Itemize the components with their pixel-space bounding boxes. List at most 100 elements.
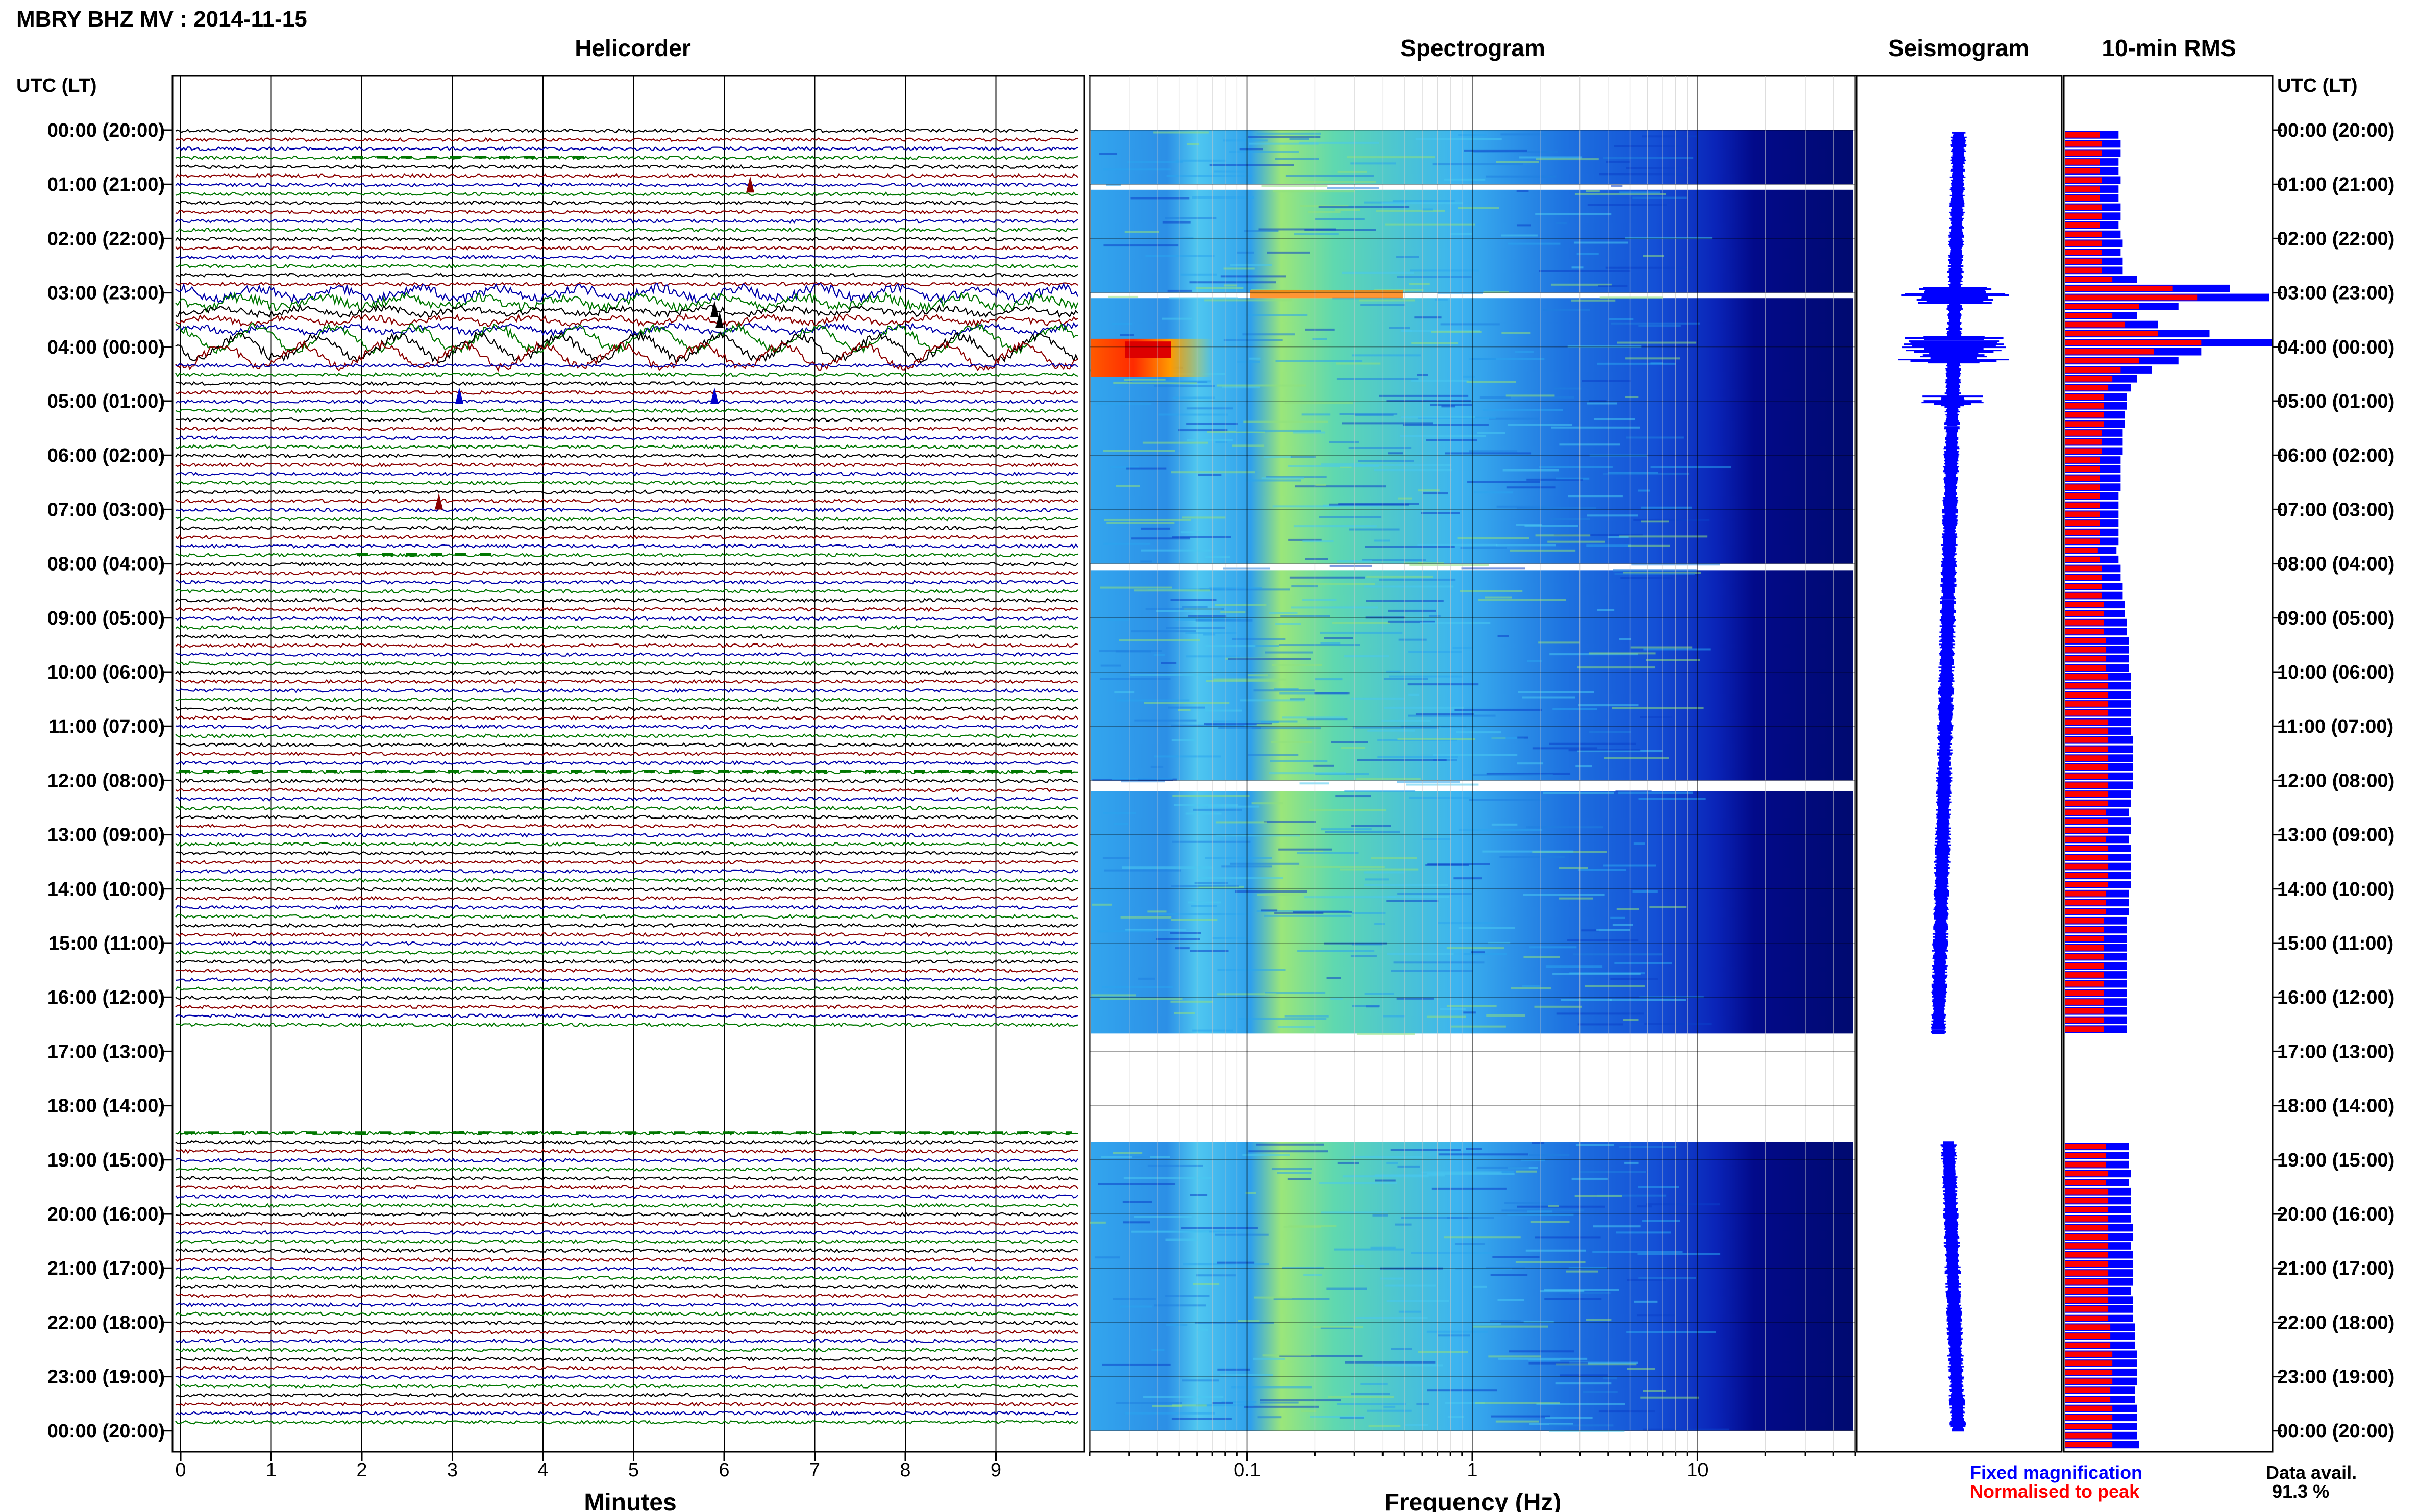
- spectrogram-texture: [1486, 1267, 1526, 1269]
- rms-bar-normalised: [2065, 394, 2104, 400]
- spectrogram-texture: [1422, 208, 1433, 211]
- helicorder-trace: [175, 959, 1078, 964]
- spectrogram-texture: [1206, 680, 1278, 682]
- spectrogram-texture: [1626, 436, 1684, 439]
- spectrogram-texture: [1488, 1355, 1541, 1358]
- spectrogram-texture: [1172, 795, 1250, 797]
- spectrogram-texture: [1229, 151, 1299, 153]
- spectrogram-texture: [1230, 264, 1272, 266]
- helicorder-frame: [171, 75, 1085, 1453]
- spectrogram-texture: [1641, 520, 1669, 523]
- spectrogram-texture: [1632, 196, 1687, 199]
- spectrogram-texture: [1411, 379, 1469, 382]
- spectrogram-texture: [1170, 932, 1201, 934]
- spectrogram-texture: [1505, 394, 1555, 397]
- spectrogram-texture: [1532, 747, 1598, 750]
- spectrogram-texture: [1488, 941, 1511, 944]
- helicorder-trace: [175, 561, 1078, 567]
- spectrogram-texture: [1592, 1251, 1683, 1253]
- helicorder-trace: [175, 688, 1078, 693]
- spectrogram-texture: [1593, 1225, 1641, 1228]
- spectrogram-texture: [1102, 887, 1123, 890]
- spectrogram-texture: [1492, 1256, 1540, 1258]
- minute-tick-labels: 0 1 2 3 4 5 6 7 8 9: [175, 1459, 1001, 1481]
- rms-bar-normalised: [2065, 1315, 2109, 1321]
- spectrogram-texture: [1388, 452, 1404, 455]
- spectrogram-texture: [1271, 741, 1312, 743]
- rms-bar-normalised: [2065, 972, 2104, 978]
- spectrogram-texture: [1150, 765, 1164, 768]
- spectrogram-texture: [1523, 1321, 1554, 1323]
- spectrogram-texture: [1329, 564, 1372, 567]
- spectrogram-texture: [1607, 536, 1629, 538]
- rms-bar-normalised: [2065, 340, 2202, 345]
- spectrogram-texture: [1438, 1153, 1528, 1156]
- rms-bar-normalised: [2065, 159, 2100, 165]
- time-tick-label: 10:00 (06:00): [2277, 662, 2395, 683]
- spectrogram-texture: [1172, 536, 1231, 538]
- spectrogram-texture: [1400, 435, 1486, 437]
- helicorder-trace: [176, 769, 1078, 775]
- helicorder-trace: [175, 652, 1078, 657]
- helicorder-trace: [175, 661, 1078, 666]
- helicorder-trace: [175, 615, 1078, 621]
- spectrogram-texture: [1360, 1383, 1388, 1385]
- spectrogram-texture: [1390, 1149, 1461, 1151]
- spectrogram-texture: [1171, 724, 1245, 727]
- helicorder-trace: [175, 841, 1078, 847]
- spectrogram-texture: [1336, 362, 1381, 365]
- spectrogram-texture: [1339, 1417, 1364, 1419]
- spectrogram-texture: [1379, 578, 1456, 581]
- rms-bar-normalised: [2065, 755, 2109, 761]
- helicorder-trace: [175, 313, 1078, 328]
- spectrogram-texture: [1178, 429, 1228, 432]
- spectrogram-texture: [1515, 351, 1534, 353]
- spectrogram-texture: [1547, 540, 1605, 543]
- spectrogram-texture: [1444, 1236, 1521, 1239]
- spectrogram-texture: [1549, 1424, 1614, 1427]
- spectrogram-texture: [1187, 439, 1233, 441]
- rms-bar-normalised: [2065, 1306, 2109, 1312]
- rms-bar-normalised: [2065, 719, 2109, 725]
- spectrogram-texture: [1364, 993, 1394, 995]
- spectrogram-texture: [1555, 1382, 1612, 1385]
- spectrogram-texture: [1106, 184, 1121, 186]
- helicorder-trace: [175, 480, 1078, 486]
- time-tick-label: 19:00 (15:00): [2277, 1150, 2395, 1171]
- spectrogram-texture: [1642, 135, 1697, 138]
- spectrogram-texture: [1548, 1205, 1559, 1207]
- helicorder-trace: [175, 390, 1078, 395]
- spectrogram-texture: [1368, 1425, 1401, 1427]
- spectrogram-texture: [1362, 559, 1426, 561]
- spectrogram-texture: [1244, 230, 1279, 232]
- spectrogram-panel: [1089, 75, 2273, 1461]
- spectrogram-texture: [1147, 910, 1167, 913]
- spectrogram-texture: [1282, 1267, 1324, 1269]
- spectrogram-texture: [1217, 384, 1306, 387]
- spectrogram-texture: [1131, 630, 1196, 633]
- spectrogram-texture: [1297, 852, 1359, 854]
- spectrogram-texture: [1569, 1361, 1638, 1364]
- spectrogram-texture: [1502, 469, 1559, 472]
- spectrogram-texture: [1213, 170, 1248, 173]
- helicorder-event-spike: [435, 493, 443, 510]
- spectrogram-texture: [1158, 913, 1249, 915]
- helicorder-trace: [175, 986, 1078, 992]
- spectrogram-texture: [1359, 299, 1415, 302]
- helicorder-trace: [175, 1139, 1078, 1145]
- spectrogram-texture: [1141, 549, 1212, 552]
- helicorder-trace: [175, 516, 1078, 522]
- helicorder-trace: [175, 968, 1078, 974]
- helicorder-event-spike: [715, 311, 724, 328]
- spectrogram-texture: [1172, 840, 1251, 843]
- spectrogram-texture: [1186, 655, 1240, 658]
- spectrogram-texture: [1198, 474, 1222, 476]
- spectrogram-texture: [1321, 828, 1372, 831]
- spectrogram-texture: [1256, 910, 1349, 912]
- spectrogram-texture: [1293, 431, 1326, 434]
- spectrogram-texture: [1249, 142, 1319, 145]
- spectrogram-texture: [1529, 1423, 1573, 1425]
- spectrogram-texture: [1302, 540, 1334, 543]
- spectrogram-texture: [1450, 233, 1472, 235]
- spectrogram-texture: [1339, 413, 1398, 415]
